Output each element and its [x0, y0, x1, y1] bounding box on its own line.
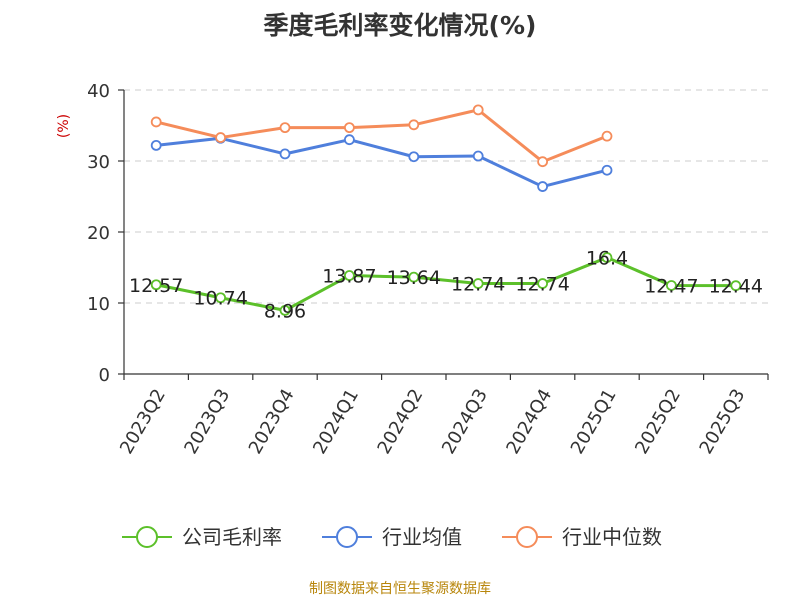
legend-item[interactable]: 公司毛利率	[122, 525, 282, 549]
data-point	[279, 304, 291, 316]
data-label: 13.64	[387, 267, 441, 289]
data-point	[215, 132, 227, 143]
data-label: 16.4	[586, 248, 628, 270]
data-point	[343, 134, 355, 146]
legend-marker	[516, 526, 538, 548]
data-label: 12.44	[709, 276, 763, 298]
data-point	[343, 270, 355, 281]
legend: 公司毛利率 行业均值 行业中位数	[122, 525, 662, 549]
series-line-1	[156, 136, 608, 189]
x-tick-label: 2024Q4	[502, 385, 556, 457]
data-point	[601, 164, 613, 176]
legend-label: 行业中位数	[562, 525, 662, 549]
x-tick-label: 2025Q2	[631, 385, 685, 457]
data-label: 12.47	[644, 275, 698, 297]
data-point	[150, 279, 162, 291]
x-tick-label: 2024Q3	[438, 385, 492, 457]
data-point	[472, 278, 484, 289]
data-point	[601, 252, 613, 263]
data-point	[215, 292, 227, 304]
legend-item[interactable]: 行业均值	[322, 525, 462, 549]
data-point	[730, 280, 742, 292]
data-label: 12.74	[451, 274, 505, 296]
data-point	[472, 150, 484, 162]
legend-marker	[336, 526, 358, 548]
data-label: 10.74	[193, 288, 247, 310]
data-point	[150, 139, 162, 151]
y-tick-label: 0	[99, 365, 110, 386]
series-line-0	[155, 256, 736, 312]
y-axis-label: (%)	[56, 114, 72, 138]
y-tick-label: 20	[87, 223, 110, 244]
data-point	[537, 181, 548, 192]
data-point	[279, 122, 291, 134]
y-tick-label: 10	[87, 294, 110, 315]
data-point	[666, 280, 677, 291]
x-tick-label: 2023Q3	[180, 385, 234, 457]
data-label: 8.96	[264, 300, 306, 322]
data-point	[150, 116, 162, 128]
chart-title: 季度毛利率变化情况(%)	[263, 11, 537, 40]
x-tick-label: 2023Q2	[116, 385, 170, 457]
data-point	[279, 148, 291, 160]
data-point	[408, 271, 420, 283]
legend-item[interactable]: 行业中位数	[502, 525, 662, 549]
y-tick-label: 30	[87, 152, 110, 173]
x-tick-label: 2023Q4	[245, 385, 299, 457]
data-point	[408, 119, 420, 131]
source-note: 制图数据来自恒生聚源数据库	[309, 581, 491, 597]
data-point	[601, 130, 613, 142]
data-point	[408, 151, 420, 163]
grid-layer	[124, 89, 768, 304]
data-point	[472, 104, 484, 116]
x-tick-label: 2025Q1	[567, 385, 621, 457]
data-label: 13.87	[322, 266, 376, 288]
data-point	[537, 278, 548, 289]
x-tick-label: 2024Q2	[374, 385, 428, 457]
data-point	[537, 156, 548, 168]
x-tick-label: 2025Q3	[696, 385, 750, 457]
x-tick-label: 2024Q1	[309, 385, 363, 457]
data-point	[343, 122, 355, 134]
label-layer: 12.57 10.74 8.96 13.87 13.64 12.74 12.74 16.4 12…	[129, 248, 763, 323]
data-label: 12.57	[129, 275, 183, 297]
legend-label: 行业均值	[382, 525, 462, 549]
series-layer	[150, 104, 742, 316]
legend-marker	[136, 526, 158, 548]
y-tick-label: 40	[87, 81, 110, 102]
data-label: 12.74	[515, 274, 569, 296]
legend-label: 公司毛利率	[182, 525, 282, 549]
series-line-2	[155, 108, 608, 164]
